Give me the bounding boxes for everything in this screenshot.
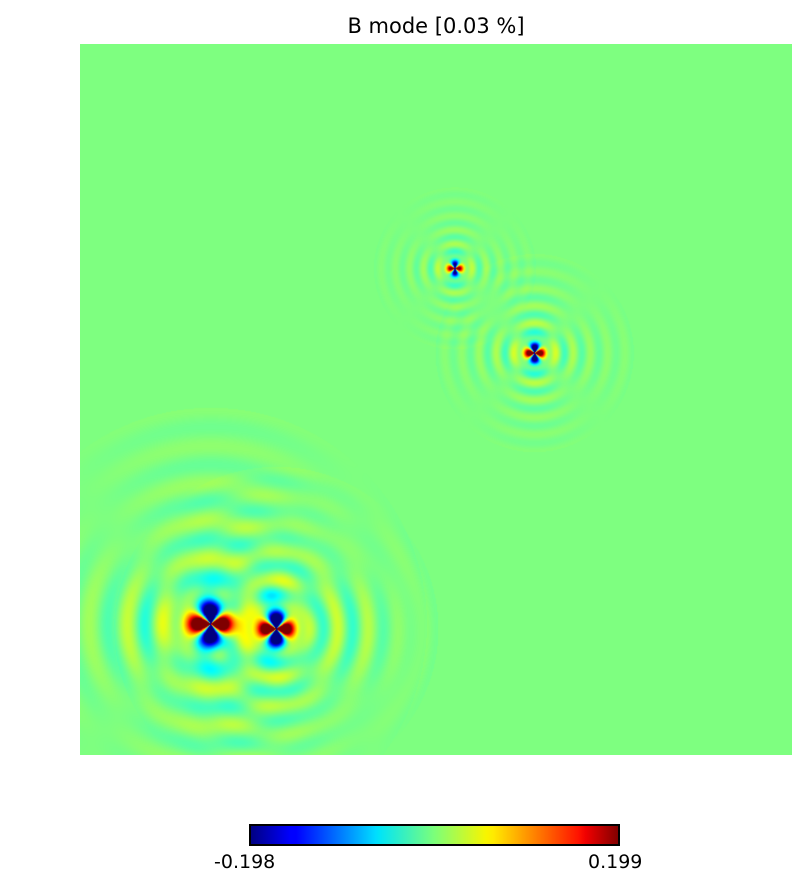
chart-title: B mode [0.03 %] bbox=[347, 14, 525, 38]
colorbar-max-label: 0.199 bbox=[588, 851, 643, 873]
colorbar-gradient bbox=[249, 824, 620, 846]
colorbar bbox=[249, 824, 620, 846]
heatmap-map bbox=[80, 44, 792, 755]
colorbar-min-label: -0.198 bbox=[214, 851, 276, 873]
